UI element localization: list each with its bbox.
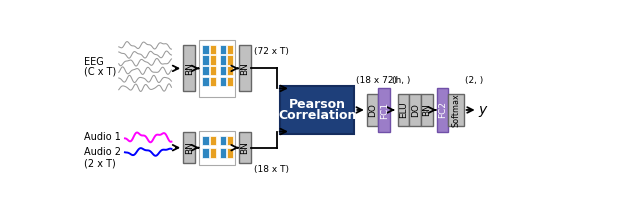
Text: Audio 2: Audio 2 — [84, 146, 121, 156]
Text: (18 x T): (18 x T) — [253, 165, 289, 174]
Bar — [183, 45, 195, 92]
Bar — [202, 136, 209, 145]
Bar — [367, 94, 378, 126]
Text: (C x T): (C x T) — [84, 66, 116, 76]
Bar — [436, 88, 448, 132]
Text: BN: BN — [241, 62, 250, 75]
Bar — [210, 44, 216, 54]
Bar — [227, 77, 234, 86]
Bar — [202, 148, 209, 158]
Bar — [397, 94, 410, 126]
Bar — [448, 94, 463, 126]
Bar — [220, 77, 226, 86]
Text: FC1: FC1 — [380, 101, 388, 118]
Text: BN: BN — [185, 141, 194, 154]
Bar — [183, 132, 195, 163]
Bar — [410, 94, 421, 126]
Bar — [220, 66, 226, 75]
Text: DO: DO — [411, 103, 420, 117]
Text: (2 x T): (2 x T) — [84, 159, 116, 169]
Text: FC2: FC2 — [438, 102, 447, 118]
Text: (2, ): (2, ) — [465, 76, 483, 85]
Bar — [220, 148, 226, 158]
Text: Audio 1: Audio 1 — [84, 132, 121, 142]
Bar — [199, 131, 235, 165]
Bar — [239, 132, 252, 163]
Bar — [227, 66, 234, 75]
Bar — [202, 55, 209, 64]
Text: y: y — [478, 103, 486, 117]
Text: (18 x 72): (18 x 72) — [356, 76, 397, 85]
Bar — [220, 44, 226, 54]
Bar — [280, 86, 355, 134]
Bar — [220, 55, 226, 64]
Text: BN: BN — [241, 141, 250, 154]
Bar — [202, 77, 209, 86]
Text: EEG: EEG — [84, 57, 104, 67]
Bar — [199, 40, 235, 97]
Text: Correlation: Correlation — [278, 109, 356, 122]
Text: DO: DO — [368, 103, 377, 117]
Bar — [210, 148, 216, 158]
Bar — [378, 88, 390, 132]
Bar — [227, 55, 234, 64]
Text: BN: BN — [422, 104, 431, 116]
Text: Pearson: Pearson — [289, 98, 346, 111]
Bar — [227, 44, 234, 54]
Text: (h, ): (h, ) — [392, 76, 410, 85]
Text: Softmax: Softmax — [451, 93, 460, 127]
Text: ELU: ELU — [399, 102, 408, 118]
Bar — [210, 136, 216, 145]
Bar — [210, 66, 216, 75]
Bar — [227, 136, 234, 145]
Bar — [421, 94, 433, 126]
Bar — [202, 44, 209, 54]
Bar — [202, 66, 209, 75]
Text: (72 x T): (72 x T) — [253, 47, 289, 56]
Bar — [227, 148, 234, 158]
Text: BN: BN — [185, 62, 194, 75]
Bar — [210, 55, 216, 64]
Bar — [210, 77, 216, 86]
Bar — [220, 136, 226, 145]
Bar — [239, 45, 252, 92]
